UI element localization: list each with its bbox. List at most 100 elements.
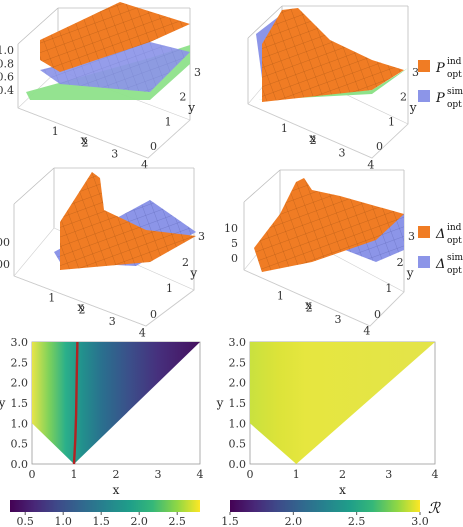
x-tick-label: 0 — [29, 468, 36, 481]
box-edges — [243, 169, 405, 327]
colorbar-tick-label: 1.0 — [54, 515, 72, 527]
surface-panel-middle-left: 1234x0123y5001000 — [0, 167, 205, 340]
z-tick-label: 1000 — [0, 236, 10, 249]
x-tick-label: 1 — [281, 122, 288, 135]
x-axis-label: x — [309, 131, 316, 145]
x-tick-label: 0 — [247, 468, 254, 481]
y-axis-label: y — [406, 266, 414, 280]
optimal-curve — [72, 341, 79, 465]
legend-superscript: sim — [447, 253, 463, 263]
heatmap-region — [250, 342, 435, 464]
x-tick-label: 2 — [113, 468, 120, 481]
y-tick-label: 1 — [388, 115, 395, 128]
legend-subscript: opt — [447, 100, 462, 110]
colorbar-ticks: 1.5 2.0 2.5 3.0 — [221, 512, 429, 527]
y-axis-label: y — [189, 266, 197, 280]
legend-swatch — [418, 60, 430, 72]
legend-superscript: sim — [447, 87, 463, 97]
y-tick-label: 3.0 — [11, 336, 29, 349]
x-tick-label: 1 — [52, 125, 59, 138]
y-tick-label: 2.0 — [11, 377, 29, 390]
y-tick-label: 0 — [150, 140, 157, 153]
colorbar-tick-label: 2.0 — [285, 515, 303, 527]
legend-swatch — [418, 256, 430, 268]
box-base — [17, 69, 191, 159]
tick-labels: 1234x0123y5001000 — [0, 230, 205, 340]
z-tick-label: 1.0 — [0, 44, 14, 57]
y-tick-label: 0.0 — [229, 458, 247, 471]
y-tick-label: 1.0 — [11, 417, 29, 430]
y-tick-label: 2.0 — [229, 377, 247, 390]
x-tick-label: 1 — [71, 468, 78, 481]
y-tick-label: 2 — [182, 256, 189, 269]
y-axis-label: y — [0, 396, 6, 410]
colorbar-tick-label: 2.5 — [168, 515, 186, 527]
y-axis-label: y — [216, 396, 224, 410]
y-tick-label: 3 — [194, 66, 201, 79]
legend-swatch — [418, 226, 430, 238]
z-tick-label: 500 — [0, 258, 10, 271]
z-tick-label: 0.8 — [0, 57, 14, 70]
x-axis-label: x — [305, 298, 312, 312]
legend-superscript: ind — [447, 57, 462, 67]
heatmap-panel-bottom-left: 0 1 2 3 4 0.0 0.5 1.0 1.5 2.0 2.5 3.0 x y — [0, 336, 204, 497]
x-axis-label: x — [339, 483, 346, 497]
x-tick-label: 4 — [141, 159, 148, 172]
x-tick-label: 3 — [155, 468, 162, 481]
y-tick-label: 0 — [150, 308, 157, 321]
legend-subscript: opt — [447, 236, 462, 246]
x-tick-label: 4 — [367, 158, 374, 171]
x-tick-label: 4 — [432, 468, 439, 481]
legend-swatch — [418, 90, 430, 102]
x-axis-label: x — [81, 133, 88, 147]
colorbar-left: 0.5 1.0 1.5 2.0 2.5 — [10, 500, 200, 527]
z-tick-label: 0.4 — [0, 84, 14, 97]
y-axis-label: y — [187, 100, 195, 114]
x-axis-label: x — [113, 483, 120, 497]
z-tick-label: 0 — [231, 252, 238, 265]
y-tick-label: 0.5 — [229, 438, 247, 451]
colorbar-bar — [230, 500, 420, 512]
mesh-orange — [262, 8, 404, 102]
y-tick-label: 1 — [166, 282, 173, 295]
x-tick-label: 3 — [109, 315, 116, 328]
y-tick-label: 1.0 — [229, 417, 247, 430]
colorbar-ticks: 0.5 1.0 1.5 2.0 2.5 — [16, 512, 186, 527]
x-tick-label: 3 — [339, 146, 346, 159]
z-tick-label: 5 — [231, 237, 238, 250]
x-axis-label: x — [77, 300, 84, 314]
y-tick-label: 2 — [400, 91, 407, 104]
x-tick-label: 1 — [277, 290, 284, 303]
x-tick-label: 3 — [335, 313, 342, 326]
x-tick-label: 4 — [363, 325, 370, 338]
x-tick-label: 2 — [82, 136, 89, 149]
y-tick-label: 3 — [198, 230, 205, 243]
box-edges — [13, 167, 195, 327]
mesh-orange — [254, 178, 404, 272]
y-tick-label: 1 — [385, 282, 392, 295]
y-tick-label: 2.5 — [229, 356, 247, 369]
x-tick-label: 2 — [310, 134, 317, 147]
z-tick-label: 0.6 — [0, 71, 14, 84]
legend-superscript: ind — [447, 223, 462, 233]
y-tick-label: 3.0 — [229, 336, 247, 349]
legend-subscript: opt — [447, 266, 462, 276]
colorbar-right: 1.5 2.0 2.5 3.0 ℛ — [221, 499, 441, 527]
colorbar-bar — [10, 500, 200, 512]
z-tick-label: 10 — [224, 222, 238, 235]
colorbar-tick-label: 2.5 — [348, 515, 366, 527]
x-tick-label: 2 — [78, 303, 85, 316]
y-tick-label: 2 — [397, 256, 404, 269]
x-tick-label: 4 — [139, 327, 146, 340]
y-axis-label: y — [409, 100, 417, 114]
x-tick-label: 4 — [197, 468, 204, 481]
y-tick-label: 0.5 — [11, 438, 29, 451]
